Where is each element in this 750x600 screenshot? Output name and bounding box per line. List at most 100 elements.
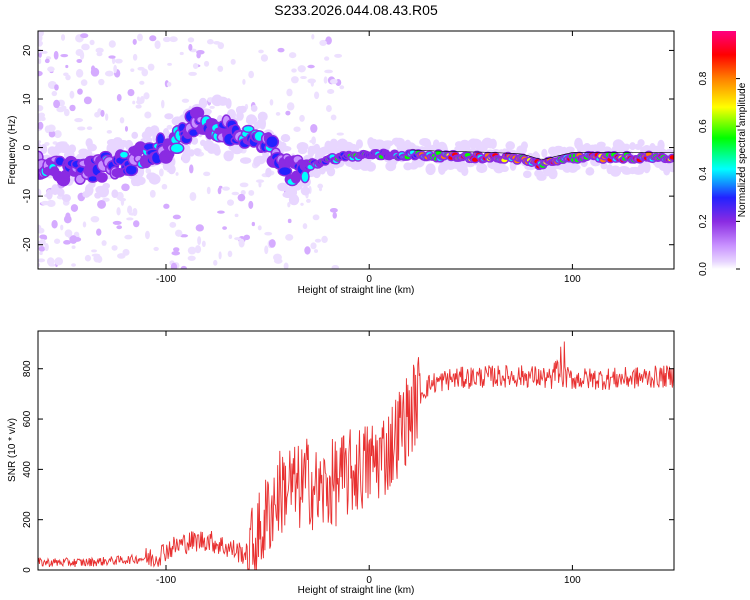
heat-noise-blob — [38, 34, 43, 43]
heat-noise-blob — [81, 43, 90, 51]
heat-noise-blob — [149, 189, 156, 198]
heat-noise-blob — [189, 164, 194, 174]
heat-halo-blob — [382, 140, 394, 147]
heat-noise-blob — [310, 79, 315, 87]
heat-halo-blob — [46, 189, 53, 200]
heat-noise-blob — [38, 51, 42, 58]
snr-xtick-label: 100 — [564, 575, 581, 586]
heat-noise-blob — [318, 187, 323, 192]
heat-halo-blob — [425, 163, 436, 176]
heat-noise-blob — [234, 213, 239, 218]
heat-halo-blob — [164, 113, 174, 120]
heat-noise-blob — [63, 72, 69, 77]
heat-noise-blob — [222, 226, 227, 230]
heat-halo-blob — [520, 141, 528, 150]
heat-halo-blob — [225, 98, 232, 109]
heat-noise-blob — [39, 234, 48, 240]
heat-halo-blob — [489, 138, 497, 150]
heat-halo-blob — [565, 146, 575, 153]
heat-noise-blob — [181, 98, 190, 103]
heat-noise-blob — [286, 88, 293, 97]
heat-noise-blob — [38, 224, 42, 230]
heat-halo-blob — [148, 173, 161, 185]
heat-noise-blob — [159, 168, 164, 177]
heat-noise-blob — [218, 185, 223, 189]
heat-noise-blob — [228, 234, 233, 240]
heat-halo-blob — [257, 111, 268, 122]
spectrogram-xtick-label: 0 — [366, 274, 372, 285]
heat-halo-blob — [190, 136, 199, 145]
heat-noise-blob — [230, 58, 236, 65]
heat-noise-blob — [60, 34, 66, 41]
heat-noise-blob — [90, 67, 100, 77]
heat-noise-blob — [287, 202, 291, 208]
heat-noise-blob — [299, 114, 305, 122]
heat-noise-blob — [237, 193, 246, 202]
heat-noise-blob — [97, 200, 107, 209]
heat-noise-blob — [124, 234, 133, 240]
heat-noise-blob — [187, 246, 197, 255]
heat-noise-blob — [73, 236, 82, 242]
heat-noise-blob — [137, 33, 143, 42]
heat-noise-blob — [38, 70, 43, 77]
snr-frame — [37, 330, 675, 571]
heat-noise-blob — [323, 76, 328, 84]
heat-core-blob — [97, 173, 107, 182]
heat-noise-blob — [119, 117, 125, 124]
heat-noise-blob — [53, 99, 61, 109]
spectrogram-ytick-label: 20 — [22, 44, 33, 56]
heat-noise-blob — [188, 71, 197, 76]
heat-noise-blob — [277, 47, 285, 53]
heat-noise-blob — [314, 91, 320, 100]
heat-noise-blob — [324, 69, 333, 74]
heat-noise-blob — [149, 35, 157, 42]
heat-noise-blob — [69, 104, 76, 112]
spectrogram-x-axis-label: Height of straight line (km) — [298, 285, 415, 296]
heat-noise-blob — [297, 65, 306, 73]
heat-halo-blob — [312, 169, 321, 179]
heat-noise-blob — [169, 36, 178, 43]
heat-halo-blob — [348, 145, 360, 153]
heat-noise-blob — [70, 204, 79, 212]
heat-noise-blob — [38, 246, 46, 252]
spectrogram-ytick-label: -20 — [22, 237, 33, 252]
heat-noise-blob — [339, 85, 345, 90]
heat-halo-blob — [355, 139, 363, 149]
heat-noise-blob — [114, 58, 123, 64]
snr-x-axis-label: Height of straight line (km) — [298, 585, 415, 596]
heat-halo-blob — [135, 176, 146, 186]
heat-halo-blob — [56, 188, 65, 197]
heat-halo-blob — [523, 170, 532, 179]
heat-halo-blob — [500, 165, 509, 173]
heat-noise-blob — [54, 238, 61, 244]
heat-noise-blob — [314, 238, 322, 243]
spectrogram-frame — [37, 30, 675, 270]
spectrogram-ytick-label: -10 — [22, 188, 33, 203]
heat-halo-blob — [162, 162, 170, 171]
heat-core-blob — [191, 108, 203, 118]
heat-noise-blob — [330, 114, 337, 121]
heat-noise-blob — [71, 263, 76, 267]
heat-noise-blob — [300, 202, 304, 206]
heat-halo-blob — [667, 160, 674, 173]
heat-noise-blob — [311, 136, 316, 145]
heat-noise-blob — [65, 212, 71, 220]
heat-core-blob — [243, 126, 253, 132]
heat-noise-blob — [64, 229, 73, 238]
heat-core-blob — [171, 144, 183, 153]
heat-noise-blob — [112, 220, 122, 225]
spectrogram-ytick-label: 10 — [22, 93, 33, 105]
heat-noise-blob — [161, 183, 168, 190]
heat-noise-blob — [44, 58, 50, 64]
heat-noise-blob — [116, 225, 123, 230]
spectrogram-xtick-label: 100 — [564, 274, 581, 285]
colorbar-tick-label: 0.8 — [698, 71, 709, 85]
heat-noise-blob — [332, 212, 337, 219]
heat-noise-blob — [120, 198, 125, 206]
heat-noise-blob — [122, 248, 130, 256]
heat-noise-blob — [293, 126, 301, 132]
heat-noise-blob — [206, 186, 211, 195]
heat-noise-blob — [310, 242, 317, 250]
heat-noise-blob — [310, 123, 318, 133]
heat-noise-blob — [96, 255, 103, 263]
